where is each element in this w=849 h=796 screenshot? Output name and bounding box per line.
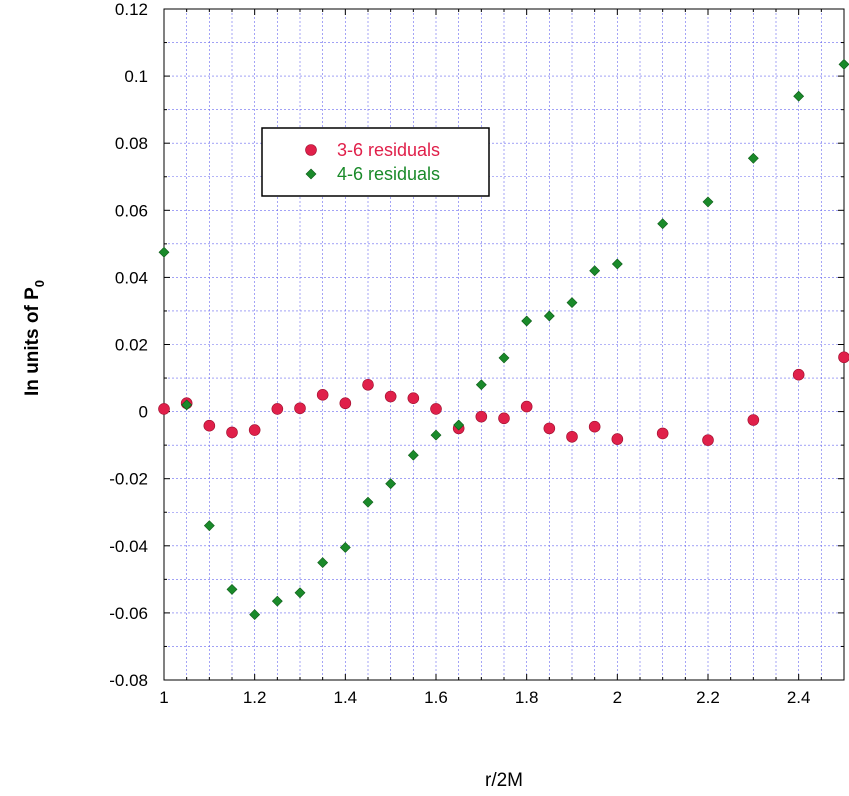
x-tick-label: 2.2 bbox=[696, 688, 720, 707]
data-points bbox=[158, 58, 849, 621]
data-point bbox=[271, 403, 284, 415]
data-point bbox=[793, 90, 805, 102]
data-point bbox=[203, 419, 216, 432]
data-point bbox=[203, 520, 215, 532]
data-point bbox=[498, 412, 510, 425]
data-point bbox=[747, 414, 760, 426]
data-point bbox=[317, 557, 329, 568]
data-point bbox=[611, 433, 624, 445]
legend-box bbox=[261, 127, 490, 197]
data-point bbox=[498, 352, 510, 364]
data-point bbox=[589, 265, 601, 277]
data-point bbox=[385, 478, 397, 490]
data-point bbox=[521, 315, 533, 327]
data-point bbox=[611, 258, 623, 270]
x-tick-label: 2.4 bbox=[787, 688, 811, 707]
x-tick-label: 1 bbox=[159, 688, 168, 707]
y-tick-label: -0.04 bbox=[109, 537, 148, 556]
data-point bbox=[566, 297, 578, 308]
plot-area-border bbox=[163, 8, 845, 681]
tick-labels: 1 1.2 1.4 1.6 1.8 2 2.2 2.4 -0.08 -0.06 -0.04 -0.02… bbox=[109, 0, 810, 707]
data-point bbox=[226, 426, 238, 439]
data-point bbox=[430, 403, 442, 415]
data-point bbox=[588, 420, 601, 433]
series-3-6-residuals bbox=[158, 351, 849, 446]
data-point bbox=[407, 449, 419, 461]
data-point bbox=[702, 434, 714, 446]
series-4-6-residuals bbox=[158, 58, 849, 621]
grid bbox=[164, 9, 844, 680]
data-point bbox=[384, 390, 397, 403]
legend-marker-4-6 bbox=[305, 168, 317, 180]
data-point bbox=[181, 399, 193, 411]
data-point bbox=[339, 397, 352, 410]
x-tick-label: 1.2 bbox=[243, 688, 267, 707]
y-tick-label: 0.06 bbox=[115, 201, 148, 220]
y-tick-label: 0 bbox=[139, 403, 148, 422]
data-point bbox=[158, 403, 170, 415]
y-tick-label: -0.08 bbox=[109, 671, 148, 690]
data-point bbox=[566, 430, 578, 443]
data-point bbox=[453, 419, 465, 431]
y-axis-title: In units of P0 bbox=[22, 280, 47, 396]
x-axis-title: r/2M bbox=[485, 770, 523, 791]
y-tick-label: 0.08 bbox=[115, 134, 148, 153]
data-point bbox=[475, 379, 487, 391]
data-point bbox=[226, 583, 238, 595]
data-point bbox=[407, 392, 420, 404]
data-point bbox=[294, 402, 306, 415]
y-axis-title-main: In units of P bbox=[22, 287, 43, 396]
x-tick-label: 1.6 bbox=[424, 688, 448, 707]
data-point bbox=[339, 542, 351, 553]
legend-label-3-6: 3-6 residuals bbox=[337, 140, 440, 160]
data-point bbox=[520, 400, 533, 413]
y-axis-title-subscript: 0 bbox=[32, 280, 47, 287]
data-point bbox=[271, 595, 283, 607]
data-point bbox=[838, 351, 849, 364]
data-point bbox=[430, 429, 442, 441]
data-point bbox=[362, 496, 374, 508]
legend: 3-6 residuals 4-6 residuals bbox=[261, 127, 490, 197]
data-point bbox=[316, 389, 329, 401]
data-point bbox=[543, 310, 555, 322]
x-tick-label: 1.8 bbox=[515, 688, 539, 707]
y-tick-label: 0.04 bbox=[115, 268, 148, 287]
data-point bbox=[248, 424, 261, 436]
y-tick-label: 0.1 bbox=[124, 67, 148, 86]
x-tick-label: 1.4 bbox=[334, 688, 358, 707]
data-point bbox=[657, 218, 669, 230]
y-tick-label: 0.12 bbox=[115, 0, 148, 19]
svg-text:In units of P0: In units of P0 bbox=[22, 280, 47, 396]
data-point bbox=[158, 246, 170, 258]
data-point bbox=[362, 378, 374, 391]
y-tick-label: -0.06 bbox=[109, 604, 148, 623]
data-point bbox=[543, 422, 556, 435]
data-point bbox=[792, 368, 805, 381]
data-point bbox=[656, 427, 669, 440]
legend-marker-3-6 bbox=[305, 144, 317, 156]
y-tick-label: 0.02 bbox=[115, 336, 148, 355]
y-tick-label: -0.02 bbox=[109, 470, 148, 489]
data-point bbox=[294, 587, 306, 599]
data-point bbox=[475, 410, 488, 423]
data-point bbox=[249, 609, 261, 621]
data-point bbox=[747, 152, 759, 164]
data-point bbox=[838, 58, 849, 70]
data-point bbox=[702, 196, 714, 208]
x-tick-label: 2 bbox=[613, 688, 622, 707]
legend-label-4-6: 4-6 residuals bbox=[337, 164, 440, 184]
